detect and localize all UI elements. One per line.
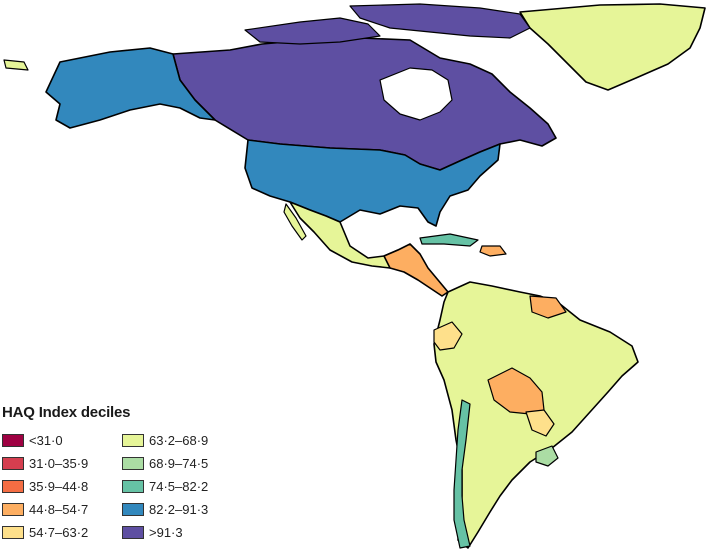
region-guyana: [529, 295, 567, 319]
legend-swatch: [2, 480, 24, 493]
legend-item: >91·3: [122, 521, 252, 544]
legend-swatch: [122, 480, 144, 493]
region-ecuador: [433, 321, 463, 351]
region-caribbean: [479, 245, 507, 257]
legend-label: 82·2–91·3: [149, 502, 209, 517]
region-canada-islands-1: [244, 17, 381, 45]
legend-label: 63·2–68·9: [149, 433, 209, 448]
region-paraguay: [525, 409, 555, 437]
legend-swatch: [2, 503, 24, 516]
region-central-america: [383, 243, 449, 297]
legend-label: <31·0: [29, 433, 63, 448]
legend-grid: <31·0 31·0–35·9 35·9–44·8 44·8–54·7 54·7…: [2, 429, 252, 544]
legend-swatch: [2, 526, 24, 539]
legend-item: 63·2–68·9: [122, 429, 252, 452]
pacific-island-fragment: [3, 59, 29, 71]
legend-swatch: [122, 503, 144, 516]
legend-label: 74·5–82·2: [149, 479, 209, 494]
legend-label: >91·3: [149, 525, 183, 540]
legend-item: <31·0: [2, 429, 122, 452]
legend-label: 31·0–35·9: [29, 456, 89, 471]
legend-label: 54·7–63·2: [29, 525, 89, 540]
region-uruguay: [535, 445, 559, 467]
legend-swatch: [2, 457, 24, 470]
region-baja: [283, 203, 307, 241]
region-chile: [453, 399, 471, 549]
region-alaska: [45, 47, 216, 129]
legend-swatch: [122, 434, 144, 447]
legend-item: 74·5–82·2: [122, 475, 252, 498]
legend-item: 31·0–35·9: [2, 452, 122, 475]
legend-item: 35·9–44·8: [2, 475, 122, 498]
legend-item: 82·2–91·3: [122, 498, 252, 521]
legend-label: 35·9–44·8: [29, 479, 89, 494]
region-cuba: [419, 233, 479, 247]
hudson-bay: [379, 67, 453, 121]
legend-label: 68·9–74·5: [149, 456, 209, 471]
legend-swatch: [122, 457, 144, 470]
legend-swatch: [2, 434, 24, 447]
region-canada-islands-2: [349, 3, 531, 39]
legend-title: HAQ Index deciles: [2, 404, 131, 421]
legend: HAQ Index deciles <31·0 31·0–35·9 35·9–4…: [2, 404, 252, 544]
legend-label: 44·8–54·7: [29, 502, 89, 517]
legend-item: 44·8–54·7: [2, 498, 122, 521]
region-greenland: [519, 3, 706, 91]
legend-item: 68·9–74·5: [122, 452, 252, 475]
legend-swatch: [122, 526, 144, 539]
legend-item: 54·7–63·2: [2, 521, 122, 544]
